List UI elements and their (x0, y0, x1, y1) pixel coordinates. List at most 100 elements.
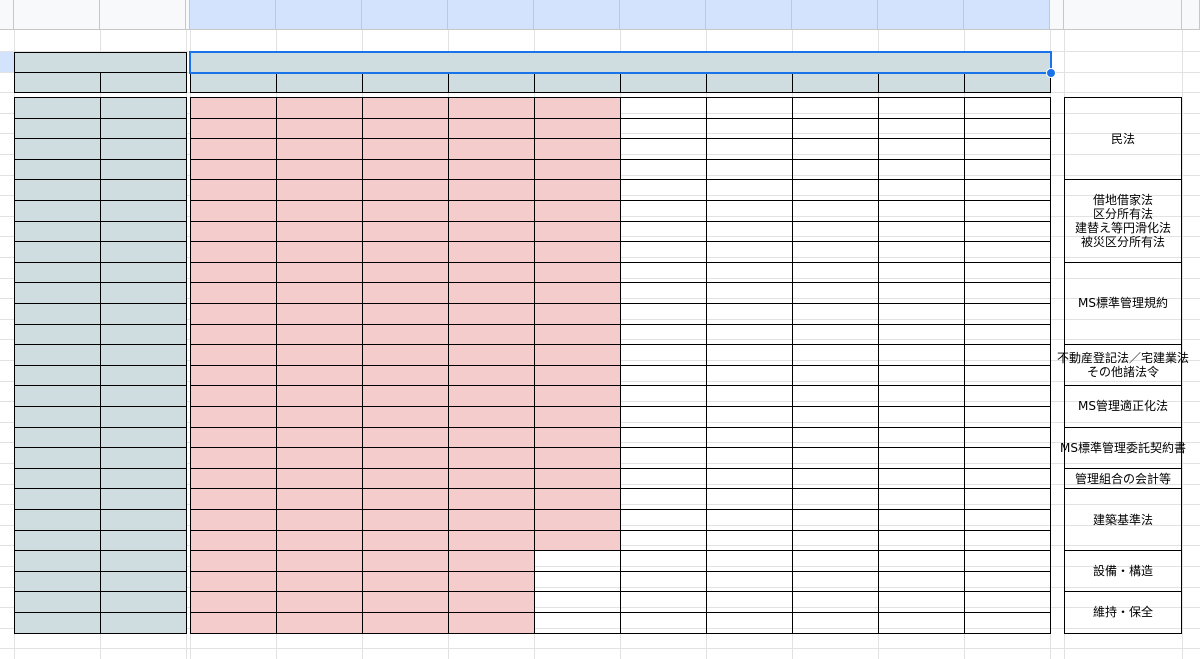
round-date-cell[interactable] (534, 200, 621, 222)
round-date-cell[interactable] (362, 591, 449, 613)
round-date-cell[interactable] (534, 364, 621, 387)
round-date-cell[interactable] (448, 261, 535, 284)
page-start-cell[interactable] (14, 406, 101, 428)
round-date-cell[interactable] (878, 97, 965, 119)
round-date-cell[interactable] (620, 529, 707, 552)
round-date-cell[interactable] (706, 406, 793, 428)
round-date-cell[interactable] (448, 591, 535, 613)
round-date-cell[interactable] (792, 612, 879, 634)
round-date-cell[interactable] (362, 303, 449, 325)
round-date-cell[interactable] (706, 591, 793, 613)
round-number-10[interactable] (964, 72, 1051, 93)
round-number-3[interactable] (362, 72, 449, 93)
round-date-cell[interactable] (190, 138, 277, 160)
round-date-cell[interactable] (276, 220, 363, 243)
round-date-cell[interactable] (276, 179, 363, 201)
round-date-cell[interactable] (534, 179, 621, 201)
round-date-cell[interactable] (534, 117, 621, 140)
page-start-cell[interactable] (14, 261, 101, 284)
round-date-cell[interactable] (276, 97, 363, 119)
round-date-cell[interactable] (362, 364, 449, 387)
column-header-f[interactable] (448, 0, 534, 30)
page-end-cell[interactable] (100, 220, 187, 243)
round-date-cell[interactable] (878, 241, 965, 263)
round-date-cell[interactable] (706, 158, 793, 181)
round-date-cell[interactable] (448, 158, 535, 181)
round-date-cell[interactable] (448, 406, 535, 428)
round-date-cell[interactable] (964, 467, 1051, 490)
exam-date-value[interactable] (272, 31, 362, 52)
round-date-cell[interactable] (190, 241, 277, 263)
round-date-cell[interactable] (706, 426, 793, 449)
round-date-cell[interactable] (620, 447, 707, 469)
round-date-cell[interactable] (190, 447, 277, 469)
fill-handle[interactable] (1046, 68, 1056, 78)
round-date-cell[interactable] (276, 241, 363, 263)
page-start-cell[interactable] (14, 385, 101, 407)
round-date-cell[interactable] (792, 447, 879, 469)
round-date-cell[interactable] (620, 117, 707, 140)
round-date-cell[interactable] (792, 467, 879, 490)
round-date-cell[interactable] (362, 488, 449, 510)
round-date-cell[interactable] (534, 158, 621, 181)
round-date-cell[interactable] (362, 612, 449, 634)
round-date-cell[interactable] (448, 241, 535, 263)
wrong-answers-only-note[interactable] (276, 634, 362, 655)
page-start-cell[interactable] (14, 220, 101, 243)
round-date-cell[interactable] (448, 570, 535, 593)
round-date-cell[interactable] (878, 323, 965, 346)
round-date-cell[interactable] (706, 303, 793, 325)
round-date-cell[interactable] (878, 303, 965, 325)
round-date-cell[interactable] (964, 97, 1051, 119)
round-date-cell[interactable] (276, 364, 363, 387)
round-date-cell[interactable] (448, 385, 535, 407)
round-date-cell[interactable] (190, 158, 277, 181)
round-date-cell[interactable] (534, 220, 621, 243)
days-until-value[interactable] (444, 31, 534, 52)
end-header[interactable] (100, 72, 187, 93)
round-date-cell[interactable] (964, 591, 1051, 613)
subject-label[interactable]: 維持・保全 (1064, 591, 1182, 634)
round-date-cell[interactable] (792, 220, 879, 243)
round-date-cell[interactable] (964, 364, 1051, 387)
round-date-cell[interactable] (362, 261, 449, 284)
round-date-cell[interactable] (448, 529, 535, 552)
rounds-header[interactable] (190, 52, 1051, 73)
round-date-cell[interactable] (448, 364, 535, 387)
round-date-cell[interactable] (276, 612, 363, 634)
page-end-cell[interactable] (100, 179, 187, 201)
round-date-cell[interactable] (362, 426, 449, 449)
round-date-cell[interactable] (276, 529, 363, 552)
round-date-cell[interactable] (362, 117, 449, 140)
round-date-cell[interactable] (362, 509, 449, 531)
round-date-cell[interactable] (706, 220, 793, 243)
round-date-cell[interactable] (362, 158, 449, 181)
page-end-cell[interactable] (100, 323, 187, 346)
round-date-cell[interactable] (448, 447, 535, 469)
round-date-cell[interactable] (792, 509, 879, 531)
round-date-cell[interactable] (190, 261, 277, 284)
round-date-cell[interactable] (190, 179, 277, 201)
round-date-cell[interactable] (190, 406, 277, 428)
round-date-cell[interactable] (878, 612, 965, 634)
page-start-cell[interactable] (14, 282, 101, 304)
round-date-cell[interactable] (964, 241, 1051, 263)
round-date-cell[interactable] (964, 509, 1051, 531)
page-start-cell[interactable] (14, 179, 101, 201)
round-date-cell[interactable] (964, 426, 1051, 449)
round-date-cell[interactable] (620, 303, 707, 325)
round-date-cell[interactable] (276, 570, 363, 593)
round-date-cell[interactable] (706, 529, 793, 552)
round-date-cell[interactable] (362, 220, 449, 243)
round-date-cell[interactable] (362, 200, 449, 222)
round-date-cell[interactable] (362, 97, 449, 119)
round-date-cell[interactable] (620, 426, 707, 449)
round-date-cell[interactable] (706, 323, 793, 346)
page-end-cell[interactable] (100, 97, 187, 119)
subject-label[interactable]: MS標準管理規約 (1064, 261, 1182, 346)
round-date-cell[interactable] (792, 158, 879, 181)
column-header-a[interactable] (14, 0, 100, 30)
round-date-cell[interactable] (190, 529, 277, 552)
round-number-4[interactable] (448, 72, 535, 93)
round-date-cell[interactable] (534, 612, 621, 634)
